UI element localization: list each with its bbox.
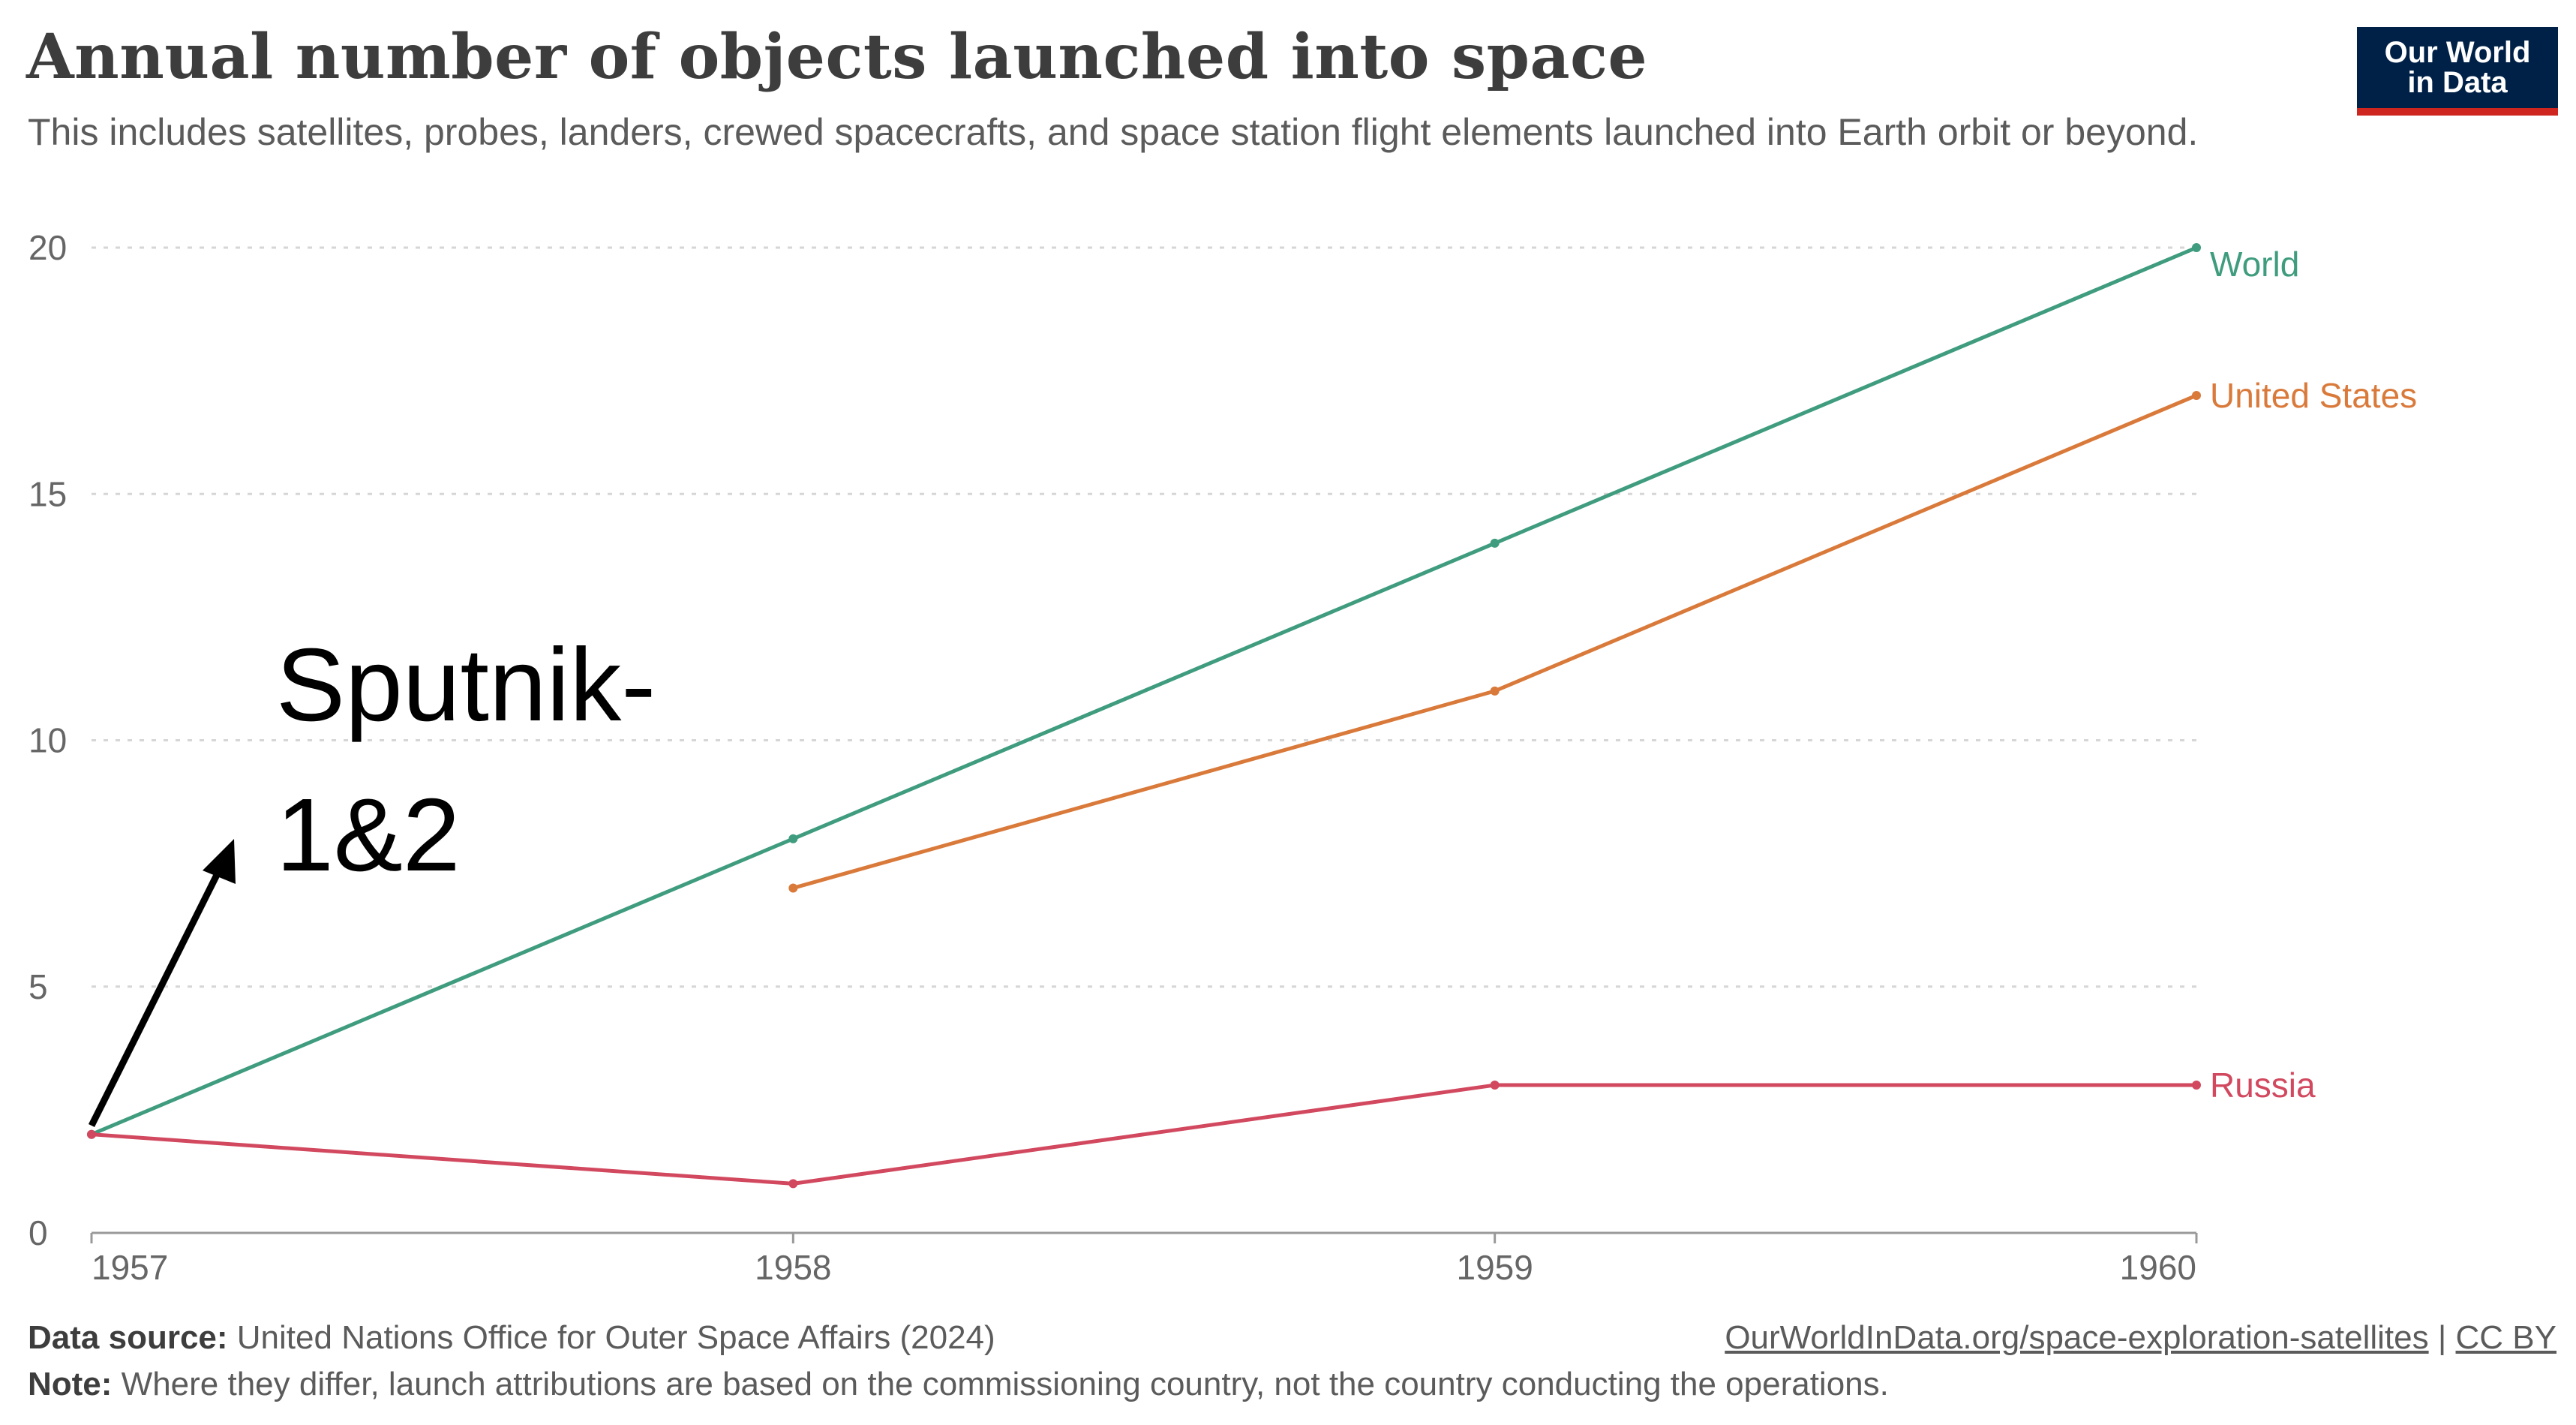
y-tick-label: 20 (29, 228, 67, 267)
x-tick-label: 1960 (2120, 1248, 2196, 1287)
data-point-russia (87, 1129, 96, 1139)
chart-title: Annual number of objects launched into s… (26, 21, 1648, 93)
note-line: Note: Where they differ, launch attribut… (28, 1361, 1889, 1408)
footer-links: OurWorldInData.org/space-exploration-sat… (1725, 1315, 2556, 1361)
data-point-russia (1490, 1081, 1500, 1090)
series-label-world: World (2210, 245, 2299, 284)
annotation-arrow-head (203, 839, 236, 884)
data-point-united-states (2192, 390, 2201, 400)
data-point-russia (788, 1179, 798, 1189)
license-link[interactable]: CC BY (2455, 1319, 2556, 1356)
note-label: Note: (28, 1366, 113, 1402)
series-label-united-states: United States (2210, 376, 2417, 415)
y-tick-label: 0 (29, 1213, 48, 1252)
series-line-russia (91, 1083, 2196, 1186)
series-labels: World United States Russia (2210, 245, 2417, 1105)
annotation: Sputnik- 1&2 (88, 627, 656, 1128)
logo-line-1: Our World (2384, 36, 2531, 69)
footer-separator: | (2437, 1319, 2447, 1356)
source-text: United Nations Office for Outer Space Af… (236, 1319, 995, 1356)
series (87, 243, 2201, 1189)
series-label-russia: Russia (2210, 1066, 2316, 1105)
source-label: Data source: (28, 1319, 228, 1356)
x-tick-label: 1959 (1456, 1248, 1533, 1287)
x-tick-label: 1958 (755, 1248, 831, 1287)
data-point-world (1490, 538, 1500, 548)
series-line-world (91, 245, 2197, 1137)
chart-subtitle: This includes satellites, probes, lander… (28, 111, 2199, 153)
axes: 0 5 10 15 20 1957 1958 1959 1960 (29, 228, 2198, 1287)
note-text: Where they differ, launch attributions a… (121, 1366, 1889, 1402)
y-tick-label: 10 (29, 721, 67, 760)
annotation-text-line-2: 1&2 (276, 777, 461, 893)
source-line: Data source: United Nations Office for O… (28, 1315, 1889, 1361)
logo-line-2: in Data (2407, 66, 2508, 99)
series-line-united-states (792, 393, 2197, 890)
footer-notes: Data source: United Nations Office for O… (28, 1315, 1889, 1408)
data-point-united-states (788, 883, 798, 893)
annotation-text-line-1: Sputnik- (276, 627, 656, 743)
y-tick-label: 5 (29, 967, 48, 1006)
y-tick-label: 15 (29, 474, 67, 513)
data-point-world (2192, 243, 2201, 252)
x-tick-label: 1957 (92, 1248, 168, 1287)
source-link[interactable]: OurWorldInData.org/space-exploration-sat… (1725, 1319, 2429, 1356)
data-point-united-states (1490, 686, 1500, 696)
data-point-world (788, 834, 798, 843)
annotation-arrow-shaft (88, 862, 226, 1128)
owid-logo[interactable]: Our World in Data (2357, 27, 2558, 116)
line-chart: 0 5 10 15 20 1957 1958 1959 1960 World United Sta… (29, 228, 2417, 1287)
data-point-russia (2192, 1081, 2201, 1090)
